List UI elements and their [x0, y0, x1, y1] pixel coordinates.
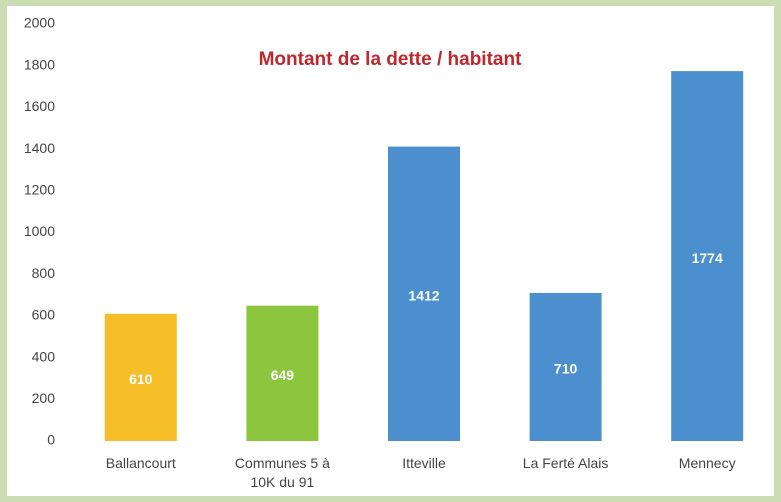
y-tick-label: 1800 [24, 56, 55, 72]
x-tick-label: Communes 5 à 10K du 91 [234, 455, 330, 490]
chart: Montant de la dette / habitant 0 200 400 60… [24, 15, 744, 448]
x-tick-label: La Ferté Alais [522, 455, 609, 471]
bar [388, 146, 460, 441]
y-tick-label: 0 [47, 432, 55, 448]
bar [104, 313, 177, 441]
data-label: 710 [554, 361, 578, 377]
x-tick-label: Mennecy [678, 455, 736, 471]
data-label: 649 [271, 367, 295, 383]
x-tick-label: Ballancourt [105, 455, 176, 471]
y-tick-label: 400 [32, 348, 56, 364]
y-tick-label: 1600 [24, 98, 55, 114]
bar [246, 305, 319, 441]
data-label: 610 [129, 371, 153, 387]
y-tick-label: 1400 [24, 140, 55, 156]
chart-title: Montant de la dette / habitant [259, 49, 523, 70]
y-tick-label: 1000 [24, 223, 55, 239]
y-tick-label: 1200 [24, 182, 55, 198]
y-tick-label: 600 [32, 307, 56, 323]
bar [671, 71, 744, 441]
data-label: 1774 [692, 250, 723, 266]
bar [529, 292, 602, 441]
x-tick-label: Itteville [402, 455, 446, 471]
y-tick-label: 2000 [24, 15, 55, 31]
chart-panel: Montant de la dette / habitant 0 200 400 60… [7, 6, 774, 496]
y-tick-label: 800 [32, 265, 56, 281]
data-label: 1412 [408, 288, 439, 304]
y-tick-label: 200 [32, 390, 56, 406]
